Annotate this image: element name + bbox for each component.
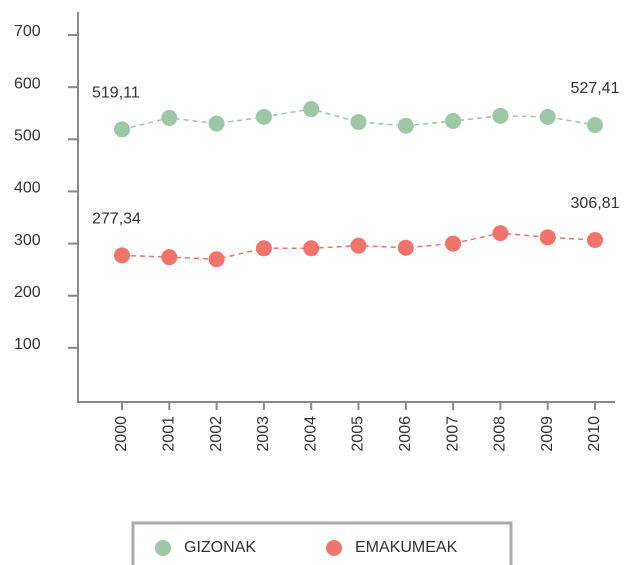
x-tick-label: 2004	[302, 416, 319, 452]
y-tick-label: 400	[14, 180, 41, 197]
data-point	[492, 225, 509, 242]
y-tick-label: 100	[14, 336, 41, 353]
data-point	[397, 239, 414, 256]
x-tick-label: 2006	[397, 416, 414, 452]
x-tick-label: 2010	[586, 416, 603, 452]
data-point	[303, 101, 320, 118]
data-label: 527,41	[571, 80, 620, 97]
data-point	[114, 247, 130, 264]
data-point	[303, 240, 320, 257]
data-point	[539, 229, 556, 246]
data-point	[539, 108, 556, 125]
data-point	[350, 114, 367, 131]
x-tick-label: 2007	[444, 416, 461, 452]
y-tick-label: 200	[14, 284, 41, 301]
data-point	[492, 107, 509, 124]
data-label: 277,34	[92, 211, 141, 228]
data-point	[397, 117, 414, 134]
x-tick-label: 2005	[350, 416, 367, 452]
data-point	[208, 115, 225, 132]
data-point	[208, 251, 225, 268]
data-point	[350, 237, 367, 254]
data-point	[255, 240, 272, 257]
legend-box	[131, 521, 513, 565]
data-label: 306,81	[571, 195, 620, 212]
legend-label: EMAKUMEAK	[355, 539, 458, 556]
legend-marker	[326, 540, 342, 556]
series-line	[121, 108, 596, 131]
x-tick-label: 2003	[255, 416, 272, 452]
y-tick-label: 600	[14, 75, 41, 92]
y-tick-label: 300	[14, 232, 41, 249]
x-tick-label: 2008	[492, 416, 509, 452]
data-point	[587, 232, 603, 249]
data-point	[161, 249, 178, 266]
data-label: 519,11	[92, 85, 140, 102]
data-point	[255, 108, 272, 125]
data-point	[445, 113, 462, 130]
y-tick-label: 700	[14, 23, 41, 40]
x-tick-label: 2009	[539, 416, 556, 452]
legend-label: GIZONAK	[184, 539, 256, 556]
x-tick-label: 2002	[208, 416, 225, 452]
legend-marker	[155, 540, 171, 556]
x-tick-label: 2001	[161, 416, 178, 452]
data-point	[161, 109, 178, 126]
data-point	[114, 121, 130, 138]
data-point	[587, 116, 603, 133]
y-tick-label: 500	[14, 128, 41, 145]
data-point	[445, 235, 462, 252]
x-tick-label: 2000	[113, 416, 130, 452]
